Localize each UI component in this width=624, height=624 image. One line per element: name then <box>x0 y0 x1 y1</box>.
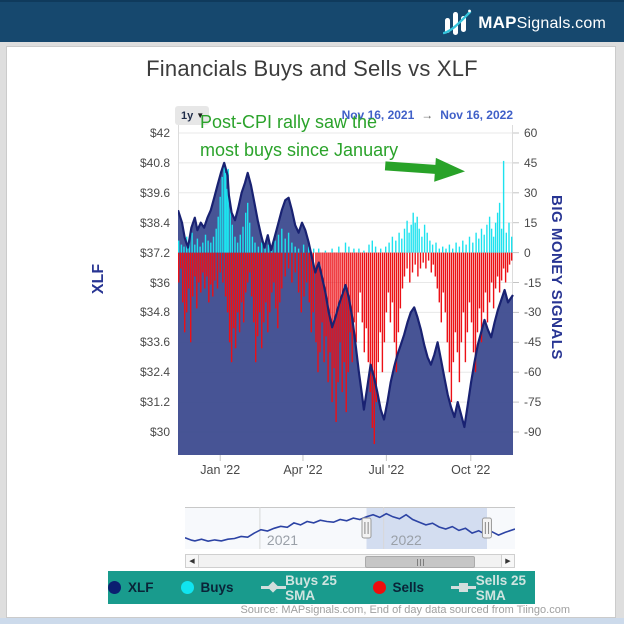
x-axis-tick-labels: Jan '22 Apr '22 Jul '22 Oct '22 <box>0 463 624 481</box>
signals-axis-tick-label: -45 <box>524 335 542 350</box>
x-axis-tick-label: Jul '22 <box>368 463 405 477</box>
xlf-axis-tick-label: $39.6 <box>139 185 170 200</box>
date-range[interactable]: Nov 16, 2021 → Nov 16, 2022 <box>342 108 513 122</box>
signals-axis-tick-label: 15 <box>524 215 538 230</box>
scrollbar-thumb[interactable] <box>365 556 475 568</box>
legend-item-buys[interactable]: Buys <box>180 580 234 595</box>
x-axis-tick-label: Apr '22 <box>283 463 323 477</box>
signals-axis-tick-label: 60 <box>524 126 538 140</box>
signals-axis-tick-label: 0 <box>524 245 531 260</box>
scrollbar-track[interactable] <box>199 554 501 568</box>
legend-item-label: Sells 25 SMA <box>475 572 526 603</box>
buys-series <box>178 160 513 253</box>
mapsignals-logo-icon <box>443 9 472 35</box>
annotation-line-2: most buys since January <box>200 140 399 160</box>
xlf-axis-tick-label: $40.8 <box>139 155 170 170</box>
legend-item-xlf[interactable]: XLF <box>108 580 154 595</box>
buys-marker-icon <box>180 581 194 594</box>
range-selector-label: 1y <box>181 109 194 122</box>
date-from[interactable]: Nov 16, 2021 <box>341 108 415 122</box>
legend-item-sells[interactable]: Sells <box>372 580 425 595</box>
navigator-svg: 2021 2022 <box>184 507 516 549</box>
xlf-axis-tick-label: $37.2 <box>139 245 170 260</box>
navigator-year-label: 2021 <box>267 532 298 548</box>
legend-item-label: Buys 25 SMA <box>285 572 337 603</box>
chart-title: Financials Buys and Sells vs XLF <box>146 56 478 81</box>
annotation-arrow-icon <box>384 157 466 182</box>
scrollbar[interactable]: ◀ ▶ <box>185 554 515 568</box>
main-plot-svg <box>176 125 519 461</box>
signals-axis-tick-label: -15 <box>524 275 542 290</box>
xlf-axis-tick-label: $42 <box>149 126 170 140</box>
mapsignals-logo[interactable]: MAPSignals.com <box>443 8 606 38</box>
sells-marker-icon <box>372 581 386 594</box>
xlf-line <box>176 161 514 429</box>
x-axis-tick-label: Oct '22 <box>451 463 491 477</box>
legend-item-label: XLF <box>128 580 154 595</box>
navigator-year-label: 2022 <box>391 532 422 548</box>
signals-axis-tick-label: -90 <box>524 425 542 439</box>
legend-item-sells-25-sma[interactable]: Sells 25 SMA <box>451 573 535 603</box>
date-to[interactable]: Nov 16, 2022 <box>440 108 513 122</box>
annotation-line-1: Post-CPI rally saw the <box>200 112 378 132</box>
navigator-selection-mask[interactable] <box>366 507 488 549</box>
bottom-window-strip <box>0 618 624 624</box>
legend-item-label: Buys <box>200 580 234 595</box>
brand-text: MAPSignals.com <box>478 13 606 32</box>
navigator[interactable]: 2021 2022 <box>184 507 516 559</box>
legend-item-buys-25-sma[interactable]: Buys 25 SMA <box>260 572 346 603</box>
xlf-marker-icon <box>108 581 121 594</box>
xlf-axis-tick-label: $36 <box>149 275 170 290</box>
line-diamond-marker-icon <box>260 581 286 594</box>
x-axis-tick-label: Jan '22 <box>200 463 241 477</box>
signals-axis-tick-label: 45 <box>524 155 538 170</box>
navigator-right-handle[interactable] <box>481 517 492 539</box>
range-selector-button[interactable]: 1y ▼ <box>175 106 210 125</box>
xlf-axis-tick-label: $38.4 <box>139 215 170 230</box>
arrow-right-icon: → <box>421 108 434 122</box>
navigator-series-line <box>184 512 516 543</box>
signals-axis-tick-label: 30 <box>524 185 538 200</box>
navigator-left-handle[interactable] <box>361 517 372 539</box>
chart-legend: XLF Buys Buys 25 SMA Sells Sells 25 SMA <box>108 571 535 604</box>
chevron-down-icon: ▼ <box>196 110 205 120</box>
chart-annotation: Post-CPI rally saw the most buys since J… <box>200 108 398 164</box>
legend-item-label: Sells <box>392 580 425 595</box>
left-axis-tick-labels: $42 $40.8 $39.6 $38.4 $37.2 $36 $34.8 $33.6 $32.… <box>100 0 170 624</box>
xlf-axis-tick-label: $34.8 <box>139 305 170 320</box>
xlf-axis-tick-label: $32.4 <box>139 365 170 380</box>
line-square-marker-icon <box>451 581 477 594</box>
source-attribution: Source: MAPsignals.com, End of day data … <box>240 604 570 616</box>
xlf-axis-tick-label: $30 <box>149 425 170 439</box>
right-axis-title: BIG MONEY SIGNALS <box>548 195 565 360</box>
main-plot-area[interactable] <box>176 125 520 468</box>
signals-axis-tick-label: -75 <box>524 395 542 410</box>
signals-axis-tick-label: -60 <box>524 365 542 380</box>
xlf-axis-tick-label: $33.6 <box>139 335 170 350</box>
signals-axis-tick-label: -30 <box>524 305 542 320</box>
right-axis-tick-labels: 60 45 30 15 0 -15 -30 -45 -60 -75 -90 <box>524 0 564 624</box>
scrollbar-right-button[interactable]: ▶ <box>501 554 515 568</box>
scrollbar-left-button[interactable]: ◀ <box>185 554 199 568</box>
top-header-bar: MAPSignals.com <box>0 0 624 42</box>
sells-series <box>178 252 513 444</box>
xlf-axis-tick-label: $31.2 <box>139 395 170 410</box>
